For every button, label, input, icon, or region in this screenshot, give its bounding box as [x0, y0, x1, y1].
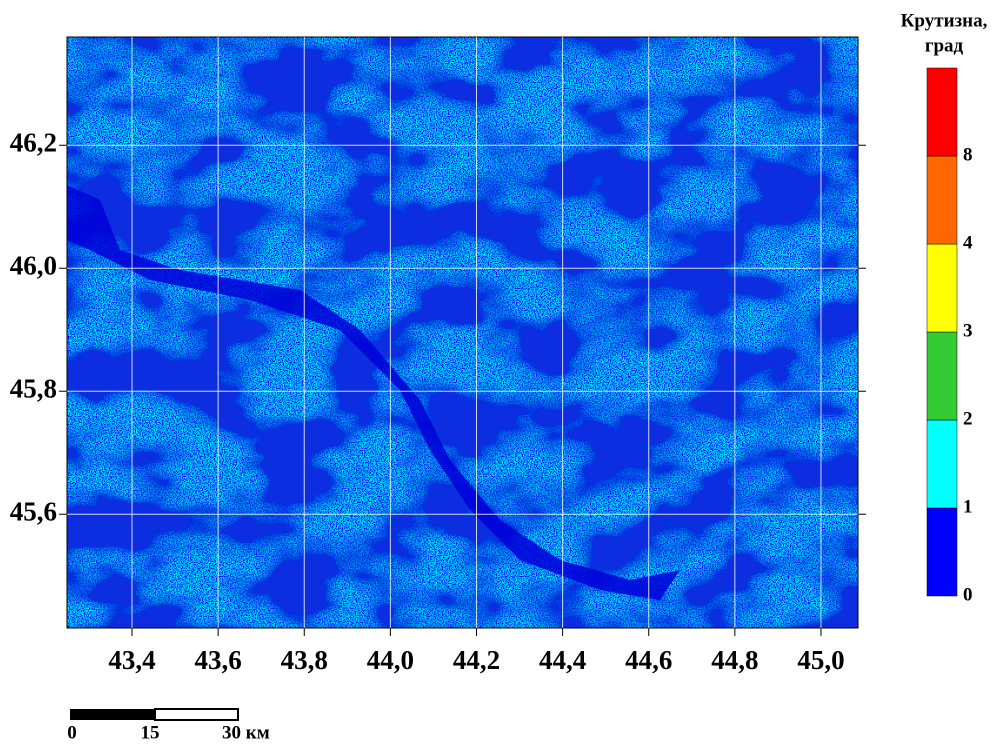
- legend-swatch: [926, 243, 958, 333]
- legend: Крутизна, град 0 1 2 3 4 8: [901, 10, 988, 605]
- legend-swatch: [926, 67, 958, 157]
- y-tick-label: 46,0: [10, 250, 57, 280]
- legend-label: 8: [963, 144, 973, 165]
- x-tick-label: 43,6: [195, 645, 242, 675]
- scale-bar: 0 15 30 км: [67, 708, 270, 743]
- legend-label: 3: [963, 320, 973, 341]
- x-tick-label: 44,2: [453, 645, 500, 675]
- river: [67, 185, 680, 600]
- legend-title: Крутизна,: [901, 10, 988, 31]
- legend-title: град: [925, 35, 964, 56]
- scale-label: 30 км: [222, 722, 270, 743]
- raster: [67, 37, 858, 628]
- map-frame: [66, 36, 859, 629]
- legend-swatch: [926, 507, 958, 597]
- x-tick-label: 43,4: [108, 645, 155, 675]
- x-tick-label: 44,6: [625, 645, 672, 675]
- scale-label: 15: [141, 722, 160, 743]
- x-tick-label: 43,8: [281, 645, 328, 675]
- scale-label: 0: [67, 722, 77, 743]
- slope-raster: [67, 37, 858, 628]
- legend-label: 0: [963, 584, 973, 605]
- legend-label: 4: [963, 232, 973, 253]
- scale-black: [70, 709, 155, 720]
- x-tick-label: 44,4: [539, 645, 586, 675]
- scale-white: [154, 708, 239, 721]
- y-tick-label: 45,6: [10, 496, 57, 526]
- x-tick-label: 45,0: [797, 645, 844, 675]
- x-tick-label: 44,8: [711, 645, 758, 675]
- legend-label: 1: [963, 496, 973, 517]
- axes: 43,4 43,6 43,8 44,0 44,2 44,4 44,6 44,8 45,0 45,6…: [10, 37, 866, 675]
- legend-swatch: [926, 419, 958, 509]
- legend-swatch: [926, 331, 958, 421]
- x-tick-label: 44,0: [367, 645, 414, 675]
- legend-swatch: [926, 155, 958, 245]
- y-tick-label: 45,8: [10, 373, 57, 403]
- legend-label: 2: [963, 408, 973, 429]
- y-tick-label: 46,2: [10, 127, 57, 157]
